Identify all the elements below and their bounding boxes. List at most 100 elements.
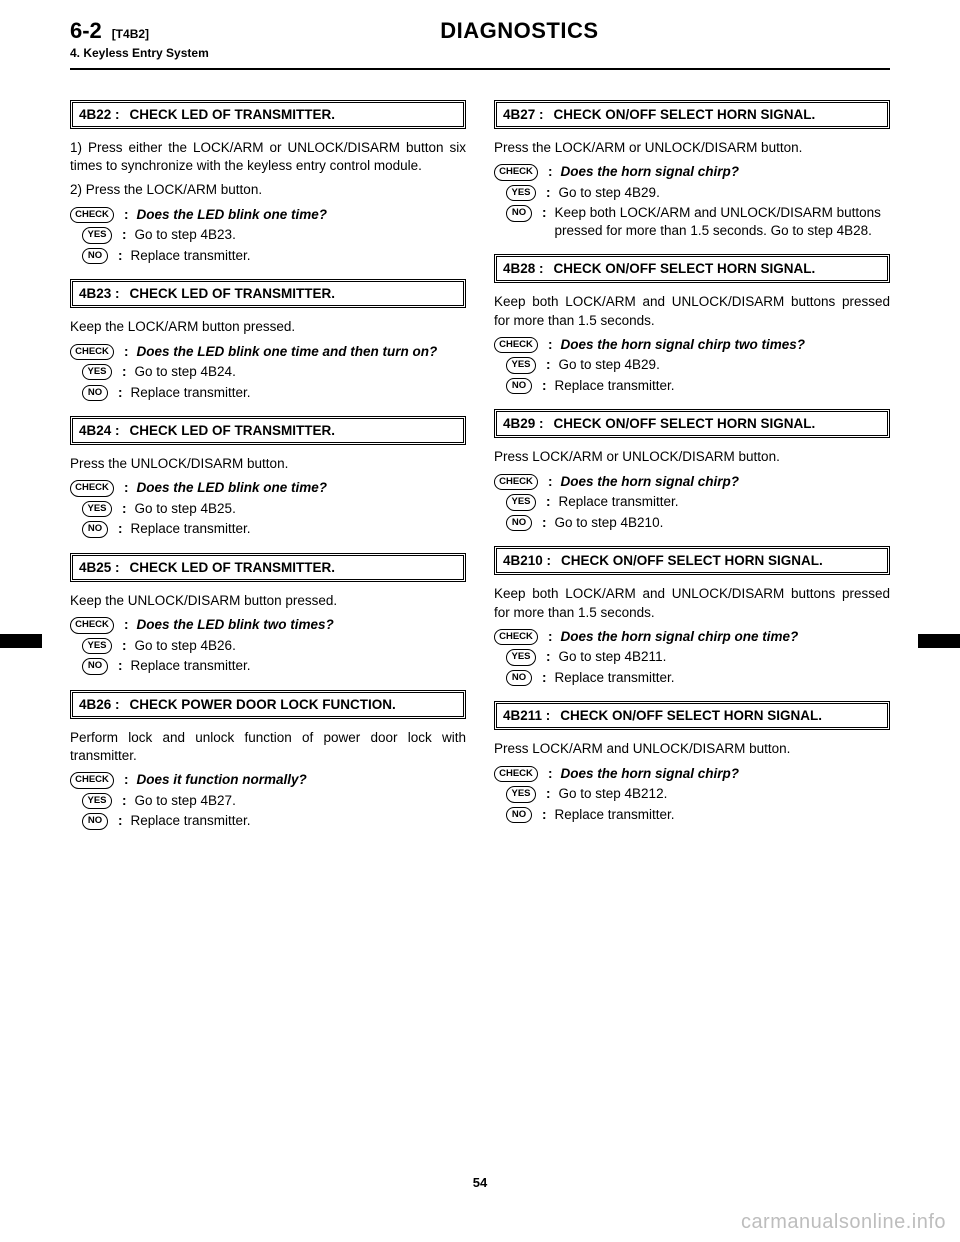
colon: : [548, 765, 553, 783]
step-title: CHECK ON/OFF SELECT HORN SIGNAL. [554, 107, 881, 122]
step-box-4b27: 4B27 : CHECK ON/OFF SELECT HORN SIGNAL. [494, 100, 890, 129]
colon: : [118, 247, 123, 265]
check-question: Does the LED blink two times? [137, 616, 467, 634]
no-badge: NO [506, 807, 532, 823]
yes-badge: YES [506, 185, 536, 201]
page-header: 6-2 [T4B2] 4. Keyless Entry System DIAGN… [0, 0, 960, 66]
no-row: NO : Replace transmitter. [494, 806, 890, 824]
colon: : [118, 384, 123, 402]
colon: : [124, 479, 129, 497]
colon: : [542, 514, 547, 532]
step-code: 4B23 : [79, 286, 120, 301]
check-badge: CHECK [70, 207, 114, 223]
yes-row: YES : Go to step 4B26. [70, 637, 466, 655]
yes-answer: Go to step 4B27. [135, 792, 467, 810]
colon: : [118, 520, 123, 538]
no-row: NO : Go to step 4B210. [494, 514, 890, 532]
footer-page-number: 54 [0, 1175, 960, 1190]
yes-row: YES : Go to step 4B212. [494, 785, 890, 803]
check-badge: CHECK [494, 629, 538, 645]
check-row: CHECK : Does it function normally? [70, 771, 466, 789]
no-badge: NO [82, 658, 108, 674]
colon: : [542, 669, 547, 687]
colon: : [542, 204, 547, 222]
no-badge: NO [82, 385, 108, 401]
check-badge: CHECK [494, 474, 538, 490]
no-row: NO : Keep both LOCK/ARM and UNLOCK/DISAR… [494, 204, 890, 239]
body-text: Perform lock and unlock function of powe… [70, 729, 466, 765]
check-question: Does the horn signal chirp? [561, 765, 891, 783]
yes-answer: Go to step 4B29. [559, 184, 891, 202]
no-badge: NO [82, 813, 108, 829]
left-column: 4B22 : CHECK LED OF TRANSMITTER. 1) Pres… [70, 100, 466, 833]
check-question: Does the horn signal chirp one time? [561, 628, 891, 646]
step-code: 4B211 : [503, 708, 550, 723]
yes-answer: Replace transmitter. [559, 493, 891, 511]
step-code: 4B22 : [79, 107, 120, 122]
yes-row: YES : Replace transmitter. [494, 493, 890, 511]
no-answer: Replace transmitter. [131, 812, 467, 830]
check-badge: CHECK [70, 344, 114, 360]
yes-badge: YES [506, 357, 536, 373]
no-row: NO : Replace transmitter. [70, 657, 466, 675]
check-badge: CHECK [70, 617, 114, 633]
colon: : [546, 648, 551, 666]
yes-badge: YES [82, 364, 112, 380]
no-badge: NO [506, 205, 532, 221]
yes-answer: Go to step 4B29. [559, 356, 891, 374]
step-box-4b210: 4B210 : CHECK ON/OFF SELECT HORN SIGNAL. [494, 546, 890, 575]
header-code: [T4B2] [112, 27, 149, 41]
colon: : [542, 377, 547, 395]
yes-badge: YES [82, 793, 112, 809]
no-badge: NO [506, 378, 532, 394]
check-row: CHECK : Does the horn signal chirp one t… [494, 628, 890, 646]
step-code: 4B28 : [503, 261, 544, 276]
step-title: CHECK ON/OFF SELECT HORN SIGNAL. [560, 708, 881, 723]
check-row: CHECK : Does the horn signal chirp two t… [494, 336, 890, 354]
colon: : [122, 363, 127, 381]
check-question: Does the LED blink one time? [137, 479, 467, 497]
yes-answer: Go to step 4B211. [559, 648, 891, 666]
step-title: CHECK LED OF TRANSMITTER. [130, 423, 457, 438]
check-row: CHECK : Does the LED blink two times? [70, 616, 466, 634]
no-answer: Replace transmitter. [131, 384, 467, 402]
yes-row: YES : Go to step 4B29. [494, 184, 890, 202]
colon: : [548, 163, 553, 181]
check-question: Does the horn signal chirp? [561, 473, 891, 491]
step-box-4b23: 4B23 : CHECK LED OF TRANSMITTER. [70, 279, 466, 308]
check-question: Does the horn signal chirp? [561, 163, 891, 181]
yes-row: YES : Go to step 4B25. [70, 500, 466, 518]
check-question: Does it function normally? [137, 771, 467, 789]
colon: : [118, 657, 123, 675]
colon: : [546, 184, 551, 202]
yes-answer: Go to step 4B212. [559, 785, 891, 803]
step-box-4b26: 4B26 : CHECK POWER DOOR LOCK FUNCTION. [70, 690, 466, 719]
yes-badge: YES [82, 638, 112, 654]
check-badge: CHECK [494, 164, 538, 180]
step-title: CHECK LED OF TRANSMITTER. [130, 560, 457, 575]
yes-row: YES : Go to step 4B24. [70, 363, 466, 381]
page-number: 6-2 [70, 18, 102, 43]
step-code: 4B27 : [503, 107, 544, 122]
no-row: NO : Replace transmitter. [70, 247, 466, 265]
body-text: Keep both LOCK/ARM and UNLOCK/DISARM but… [494, 293, 890, 329]
body-text: Keep the LOCK/ARM button pressed. [70, 318, 466, 336]
no-row: NO : Replace transmitter. [70, 812, 466, 830]
yes-answer: Go to step 4B24. [135, 363, 467, 381]
body-text: Keep the UNLOCK/DISARM button pressed. [70, 592, 466, 610]
step-code: 4B25 : [79, 560, 120, 575]
yes-badge: YES [82, 501, 112, 517]
step-code: 4B26 : [79, 697, 120, 712]
yes-answer: Go to step 4B23. [135, 226, 467, 244]
side-tab-right [918, 634, 960, 648]
body-text: 2) Press the LOCK/ARM button. [70, 181, 466, 199]
yes-badge: YES [506, 494, 536, 510]
colon: : [118, 812, 123, 830]
body-text: 1) Press either the LOCK/ARM or UNLOCK/D… [70, 139, 466, 175]
yes-row: YES : Go to step 4B27. [70, 792, 466, 810]
no-answer: Replace transmitter. [555, 377, 891, 395]
body-text: Press LOCK/ARM or UNLOCK/DISARM button. [494, 448, 890, 466]
colon: : [124, 616, 129, 634]
colon: : [546, 785, 551, 803]
colon: : [546, 356, 551, 374]
